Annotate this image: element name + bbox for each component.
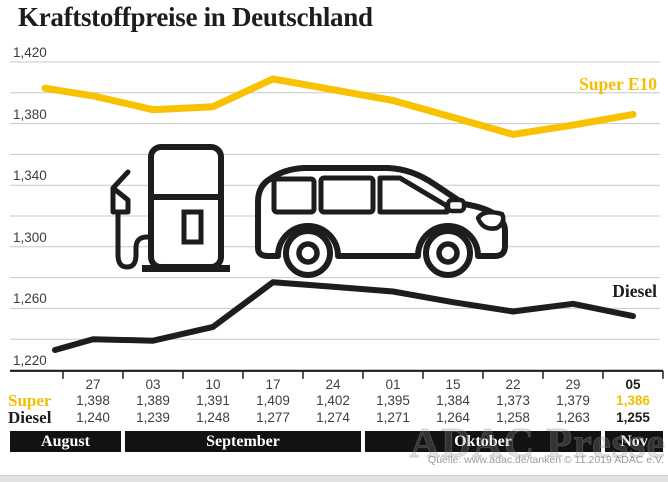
- month-band: August: [10, 431, 121, 452]
- diesel-value-cell: 1,240: [76, 410, 110, 425]
- date-cell: 01: [385, 377, 401, 392]
- super-value-cell: 1,395: [376, 393, 410, 408]
- car-icon: [255, 165, 508, 278]
- date-cell: 27: [85, 377, 101, 392]
- y-axis-label: 1,260: [13, 291, 47, 307]
- date-cell: 22: [505, 377, 521, 392]
- x-axis: [10, 369, 664, 379]
- diesel-value-cell: 1,271: [376, 410, 410, 425]
- page-title: Kraftstoffpreise in Deutschland: [18, 2, 373, 32]
- super-e10-line: [41, 75, 637, 138]
- source-note: Quelle: www.adac.de/tanken © 11.2019 ADA…: [428, 454, 664, 466]
- diesel-value-cell: 1,277: [256, 410, 290, 425]
- month-band: Nov: [605, 431, 663, 452]
- date-cell: 24: [325, 377, 341, 392]
- y-axis-label: 1,220: [13, 353, 47, 368]
- diesel-value-cell: 1,248: [196, 410, 230, 425]
- super-row-label: Super: [8, 391, 52, 410]
- bottom-strip: [0, 475, 668, 482]
- diesel-line: [52, 279, 636, 353]
- y-axis-label: 1,420: [13, 45, 47, 60]
- diesel-row-label: Diesel: [8, 408, 52, 427]
- super-value-cell: 1,386: [616, 393, 650, 408]
- super-value-cell: 1,398: [76, 393, 110, 408]
- series-label-super-e10: Super E10: [579, 74, 657, 94]
- month-band: September: [125, 431, 361, 452]
- date-cell: 17: [265, 377, 281, 392]
- diesel-value-cell: 1,274: [316, 410, 350, 425]
- y-axis-label: 1,380: [13, 106, 47, 122]
- date-cell: 03: [145, 377, 161, 392]
- super-value-cell: 1,373: [496, 393, 530, 408]
- date-cell: 15: [445, 377, 461, 392]
- super-value-cell: 1,402: [316, 393, 350, 408]
- fuel-pump-icon: [110, 144, 230, 272]
- series-label-diesel: Diesel: [612, 281, 657, 301]
- super-value-cell: 1,389: [136, 393, 170, 408]
- super-value-cell: 1,409: [256, 393, 290, 408]
- date-cell: 05: [625, 377, 641, 392]
- diesel-value-cell: 1,258: [496, 410, 530, 425]
- diesel-value-cell: 1,263: [556, 410, 590, 425]
- month-band: Oktober: [365, 431, 601, 452]
- date-cell: 10: [205, 377, 221, 392]
- y-axis-label: 1,340: [13, 168, 47, 184]
- date-cell: 29: [565, 377, 581, 392]
- diesel-value-cell: 1,239: [136, 410, 170, 425]
- super-value-cell: 1,391: [196, 393, 230, 408]
- super-value-cell: 1,384: [436, 393, 470, 408]
- diesel-value-cell: 1,264: [436, 410, 470, 425]
- y-axis-label: 1,300: [13, 229, 47, 245]
- price-lines: [41, 75, 637, 353]
- diesel-value-cell: 1,255: [616, 410, 650, 425]
- super-value-cell: 1,379: [556, 393, 590, 408]
